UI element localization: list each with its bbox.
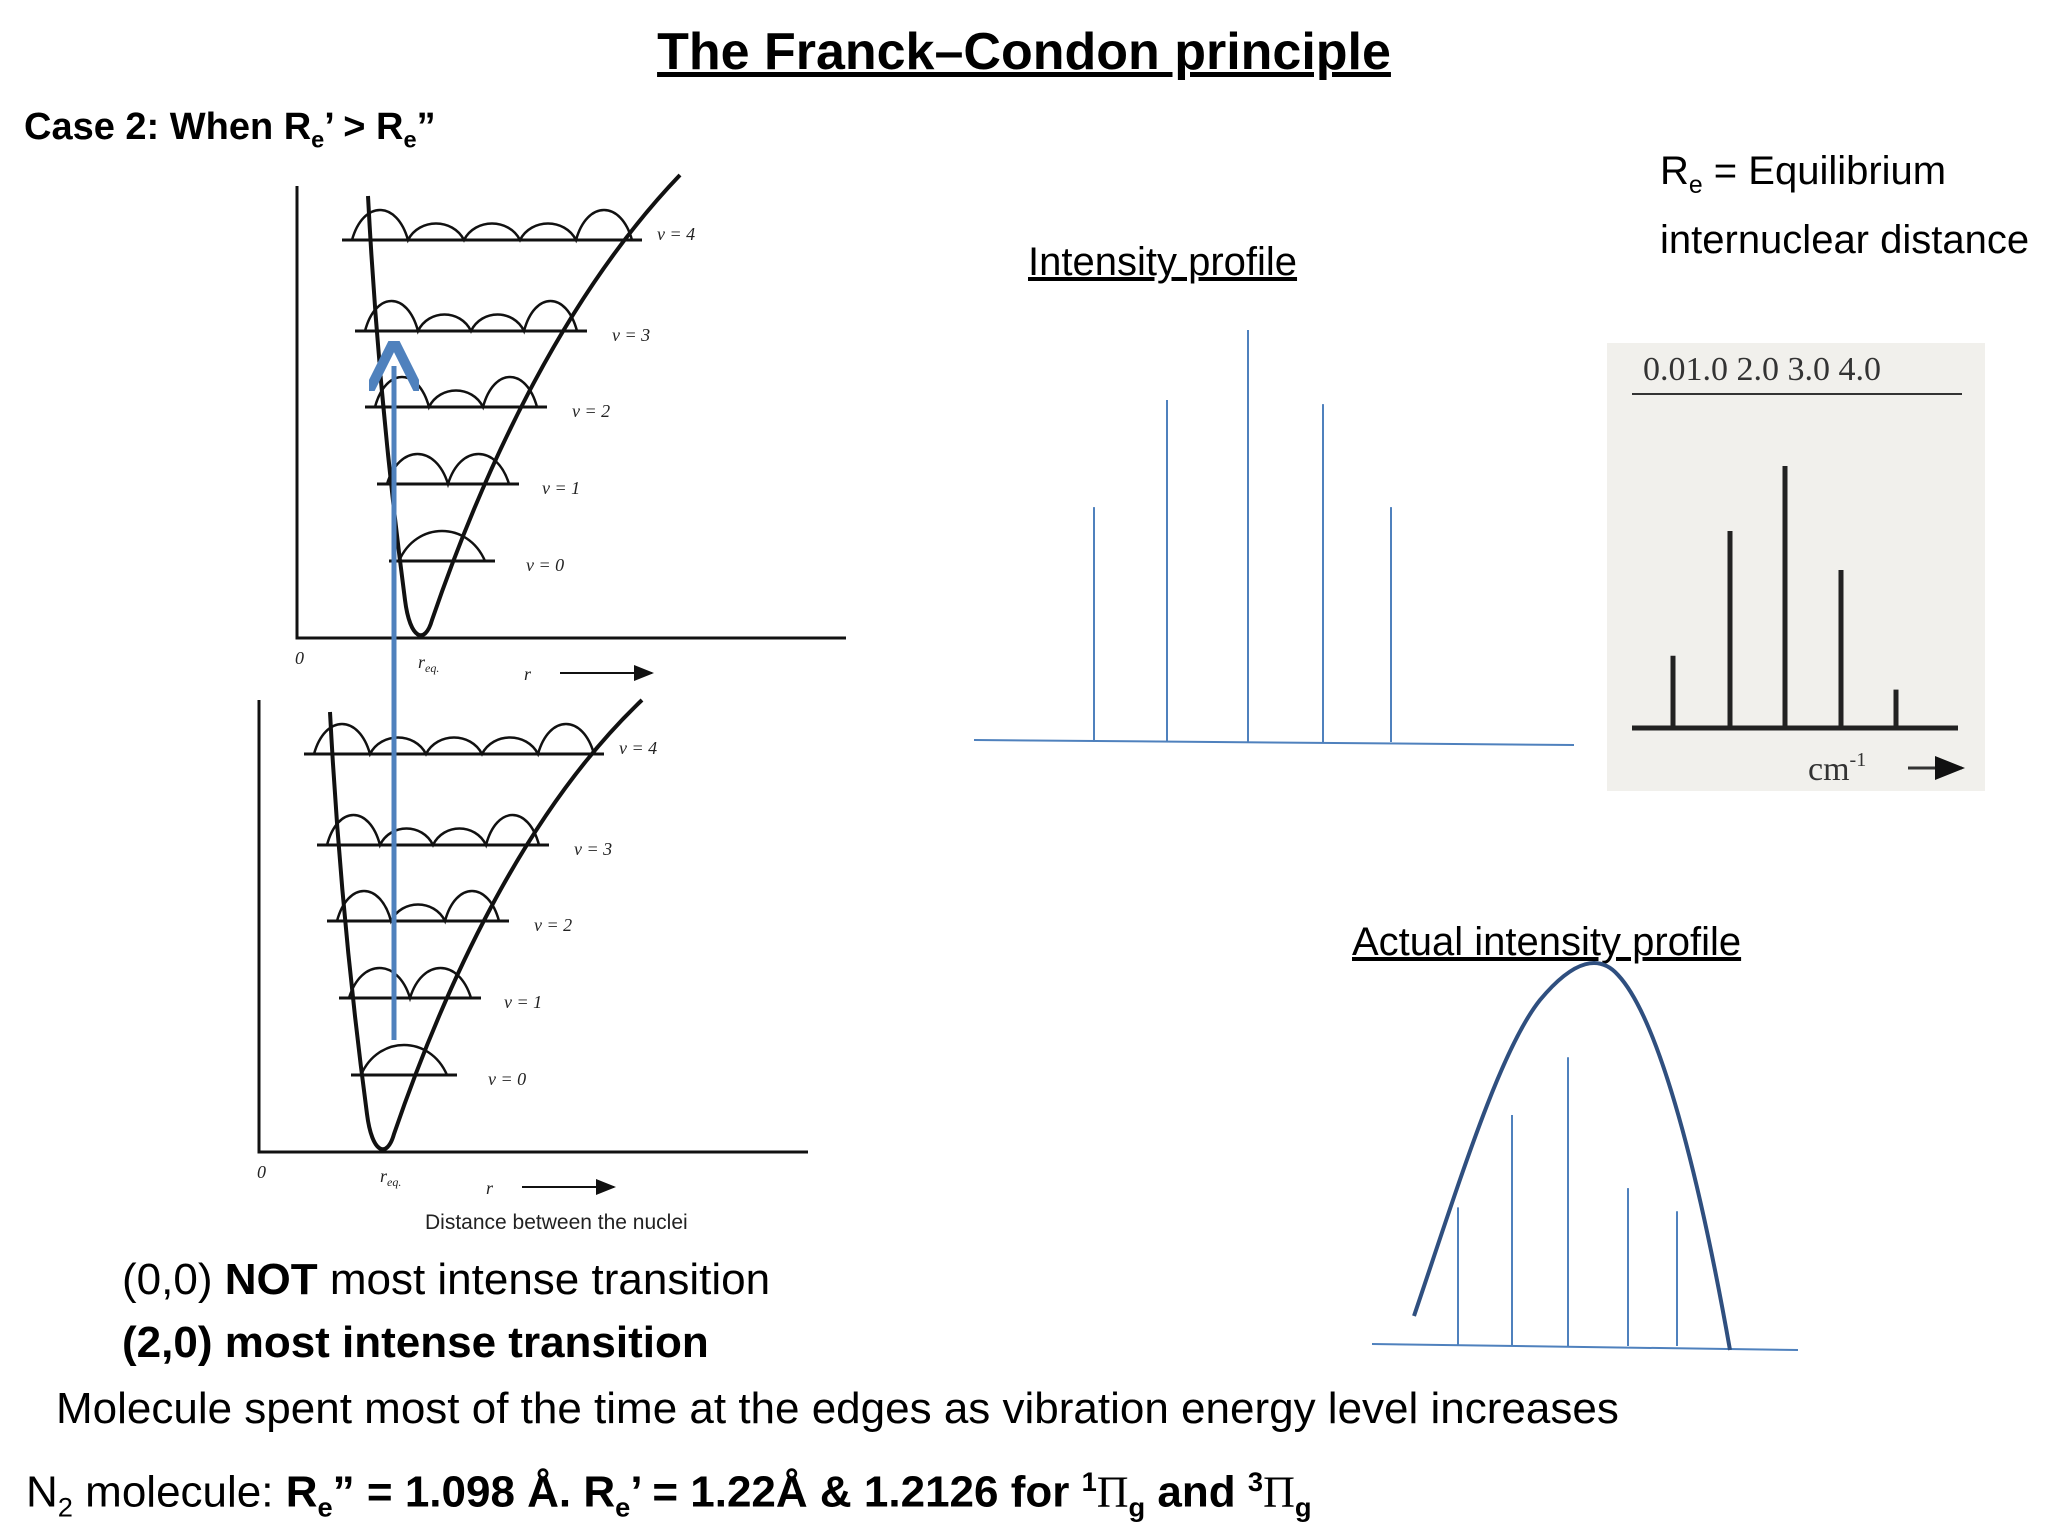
line4-d: ” = 1.098 Å. R xyxy=(332,1467,616,1517)
upper-r-axis-label: r xyxy=(524,664,532,684)
scan-tick-labels: 0.01.0 2.0 3.0 4.0 xyxy=(1643,351,1881,388)
re-def-line2: internuclear distance xyxy=(1660,218,2030,262)
upper-req-r: r xyxy=(418,652,426,672)
wavefunction-curve xyxy=(359,1043,449,1076)
line4-pi2: Π xyxy=(1263,1467,1295,1517)
lower-req-sub: eq. xyxy=(387,1175,401,1189)
actual-intensity-chart xyxy=(1371,961,1799,1351)
case-label: Case 2: When Re’ > Re” xyxy=(24,106,436,154)
line4-sub: 2 xyxy=(57,1491,73,1523)
statement-not-most-intense: (0,0) NOT most intense transition xyxy=(122,1255,770,1305)
re-def-sub: e xyxy=(1688,172,1703,199)
scan-unit-cm: cm xyxy=(1808,751,1850,788)
wavefunction-curve xyxy=(350,208,634,244)
re-def-text1: = Equilibrium xyxy=(1702,149,1947,193)
statement-n2-molecule: N2 molecule: Re” = 1.098 Å. Re’ = 1.22Å … xyxy=(26,1466,1312,1523)
vibrational-level-label: v = 2 xyxy=(572,401,610,421)
page-title: The Franck–Condon principle xyxy=(657,23,1391,81)
line4-sup2: 3 xyxy=(1247,1466,1264,1497)
scanned-spectrum: 0.01.0 2.0 3.0 4.0 cm-1 xyxy=(1632,351,1965,788)
actual-intensity-profile-title: Actual intensity profile xyxy=(1352,920,1742,964)
case-end: ” xyxy=(416,106,436,148)
lower-levels: v = 4 v = 3 v = 2 v = 1 v = 0 xyxy=(304,722,657,1089)
scanned-spectrum-background xyxy=(1607,343,1985,791)
lower-req-r: r xyxy=(380,1166,388,1186)
line1-c: most intense transition xyxy=(317,1255,771,1304)
line4-e: ’ = 1.22Å & 1.2126 for xyxy=(630,1467,1082,1517)
case-sub1: e xyxy=(311,126,325,153)
statement-edges: Molecule spent most of the time at the e… xyxy=(56,1384,1619,1433)
actual-envelope xyxy=(1412,961,1732,1351)
upper-origin-label: 0 xyxy=(295,648,304,668)
lower-x-axis-title: Distance between the nuclei xyxy=(425,1211,688,1234)
vibrational-level-label: v = 1 xyxy=(504,992,542,1012)
upper-req-sub: eq. xyxy=(425,661,439,675)
upper-y-axis xyxy=(295,186,846,640)
vibrational-level-label: v = 0 xyxy=(488,1069,526,1089)
line4-pi1: Π xyxy=(1096,1467,1129,1517)
actual-intensity-bars xyxy=(1457,1057,1678,1346)
lower-y-axis xyxy=(257,700,808,1154)
case-text: Case 2: When R xyxy=(24,106,312,148)
case-sub2: e xyxy=(403,126,417,153)
intensity-baseline xyxy=(973,739,1575,746)
wavefunction-curve xyxy=(312,722,596,758)
wavefunction-curve xyxy=(325,813,541,849)
line4-c-sub: e xyxy=(317,1491,333,1523)
line4-c: R xyxy=(285,1467,318,1517)
line4-g1: g xyxy=(1128,1491,1146,1523)
lower-potential-curve xyxy=(328,698,644,1152)
scan-bars xyxy=(1670,466,1899,726)
case-mid: ’ > R xyxy=(324,106,404,148)
line4-a: N xyxy=(26,1467,58,1517)
vibrational-level-label: v = 2 xyxy=(534,915,572,935)
re-def-line1: Re = Equilibrium xyxy=(1660,144,2029,213)
lower-req-label: req. xyxy=(380,1166,401,1189)
re-definition: Re = Equilibrium internuclear distance xyxy=(1660,144,2029,267)
wavefunction-curve xyxy=(397,529,487,562)
lower-potential-plot: v = 4v = 3v = 2v = 1v = 0 0 req. r Dista… xyxy=(257,698,808,1234)
vibrational-level-label: v = 1 xyxy=(542,478,580,498)
upper-levels: v = 4 v = 3 v = 2 v = 1 v = 0 xyxy=(342,208,695,575)
vibrational-level-label: v = 3 xyxy=(574,839,612,859)
upper-potential-plot: v = 4v = 3v = 2v = 1v = 0 0 req. r xyxy=(295,173,846,684)
actual-baseline xyxy=(1371,1343,1799,1351)
line1-b: NOT xyxy=(224,1255,318,1304)
line1-a: (0,0) xyxy=(122,1255,225,1304)
upper-req-label: req. xyxy=(418,652,439,675)
wavefunction-curve xyxy=(347,966,473,1003)
line4-g2: g xyxy=(1294,1491,1312,1523)
re-def-r: R xyxy=(1660,149,1689,193)
lower-origin-label: 0 xyxy=(257,1162,266,1182)
wavefunction-curve xyxy=(373,375,539,411)
vibrational-level-label: v = 0 xyxy=(526,555,564,575)
line4-sup1: 1 xyxy=(1081,1466,1097,1497)
wavefunction-curve xyxy=(335,889,501,925)
intensity-profile-chart xyxy=(973,330,1575,746)
wavefunction-curve xyxy=(363,299,579,335)
vibrational-level-label: v = 4 xyxy=(619,738,657,758)
line4-and: and xyxy=(1145,1467,1248,1517)
line4-d-sub: e xyxy=(615,1491,631,1523)
upper-potential-curve xyxy=(366,173,682,638)
wavefunction-curve xyxy=(385,452,511,489)
line4-b: molecule: xyxy=(72,1467,286,1517)
scan-unit-sup: -1 xyxy=(1850,749,1867,771)
intensity-profile-title: Intensity profile xyxy=(1028,240,1298,284)
vibrational-level-label: v = 3 xyxy=(612,325,650,345)
vibrational-level-label: v = 4 xyxy=(657,224,695,244)
lower-r-axis-label: r xyxy=(486,1178,494,1198)
intensity-bars xyxy=(1093,330,1392,742)
scan-axis-unit: cm-1 xyxy=(1808,749,1866,788)
statement-most-intense: (2,0) most intense transition xyxy=(122,1318,709,1367)
